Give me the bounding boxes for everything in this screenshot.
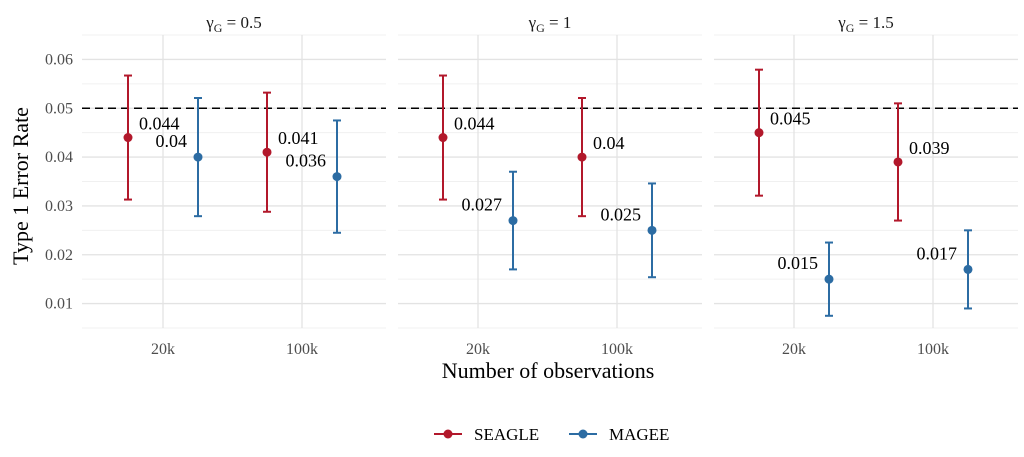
legend-key-point <box>578 429 588 439</box>
data-label: 0.017 <box>917 243 958 263</box>
y-tick-label: 0.06 <box>45 51 73 68</box>
y-axis-title: Type 1 Error Rate <box>8 107 33 265</box>
data-label: 0.04 <box>593 133 625 153</box>
data-point <box>647 225 657 235</box>
data-point <box>262 147 272 157</box>
facets-layer: γG = 0.5 20k 100k 0.044 0.041 0.04 0.036 γG = 1… <box>82 13 1018 358</box>
data-point <box>963 264 973 274</box>
x-tick-label: 20k <box>782 341 806 358</box>
x-axis-title: Number of observations <box>442 358 655 383</box>
x-tick-label: 100k <box>917 341 949 358</box>
data-point <box>893 157 903 167</box>
facet-strip-label: γG = 0.5 <box>205 13 262 35</box>
x-tick-label: 20k <box>466 341 490 358</box>
legend-label: MAGEE <box>609 425 669 444</box>
data-label: 0.039 <box>909 138 950 158</box>
data-point <box>123 133 133 143</box>
data-label: 0.041 <box>278 128 319 148</box>
x-tick-label: 100k <box>601 341 633 358</box>
data-label: 0.045 <box>770 109 811 129</box>
legend-key-point <box>443 429 453 439</box>
facet-panel: γG = 1.5 20k 100k 0.045 0.039 0.015 0.017 <box>714 13 1018 358</box>
data-label: 0.015 <box>778 253 819 273</box>
data-point <box>508 216 518 226</box>
legend-item: SEAGLE <box>434 425 539 444</box>
data-label: 0.027 <box>462 195 503 215</box>
facet-strip-label: γG = 1 <box>528 13 572 35</box>
facet-strip-label: γG = 1.5 <box>837 13 894 35</box>
y-tick-label: 0.04 <box>45 149 73 166</box>
data-point <box>193 152 203 162</box>
data-label: 0.04 <box>156 131 188 151</box>
y-tick-label: 0.01 <box>45 296 73 313</box>
data-label: 0.044 <box>139 114 180 134</box>
data-point <box>577 152 587 162</box>
data-point <box>754 128 764 138</box>
y-tick-label: 0.05 <box>45 100 73 117</box>
data-label: 0.044 <box>454 114 495 134</box>
facet-panel: γG = 0.5 20k 100k 0.044 0.041 0.04 0.036 <box>82 13 386 358</box>
data-label: 0.025 <box>601 204 642 224</box>
data-point <box>824 274 834 284</box>
legend-item: MAGEE <box>569 425 669 444</box>
data-point <box>438 133 448 143</box>
x-tick-label: 20k <box>151 341 175 358</box>
legend: SEAGLE MAGEE <box>434 425 669 444</box>
y-tick-label: 0.02 <box>45 247 73 264</box>
legend-label: SEAGLE <box>474 425 539 444</box>
x-tick-label: 100k <box>286 341 318 358</box>
facet-panel: γG = 1 20k 100k 0.044 0.04 0.027 0.025 <box>398 13 702 358</box>
data-point <box>332 172 342 182</box>
y-tick-label: 0.03 <box>45 198 73 215</box>
data-label: 0.036 <box>286 151 327 171</box>
y-axis: 0.01 0.02 0.03 0.04 0.05 0.06 <box>45 51 73 312</box>
